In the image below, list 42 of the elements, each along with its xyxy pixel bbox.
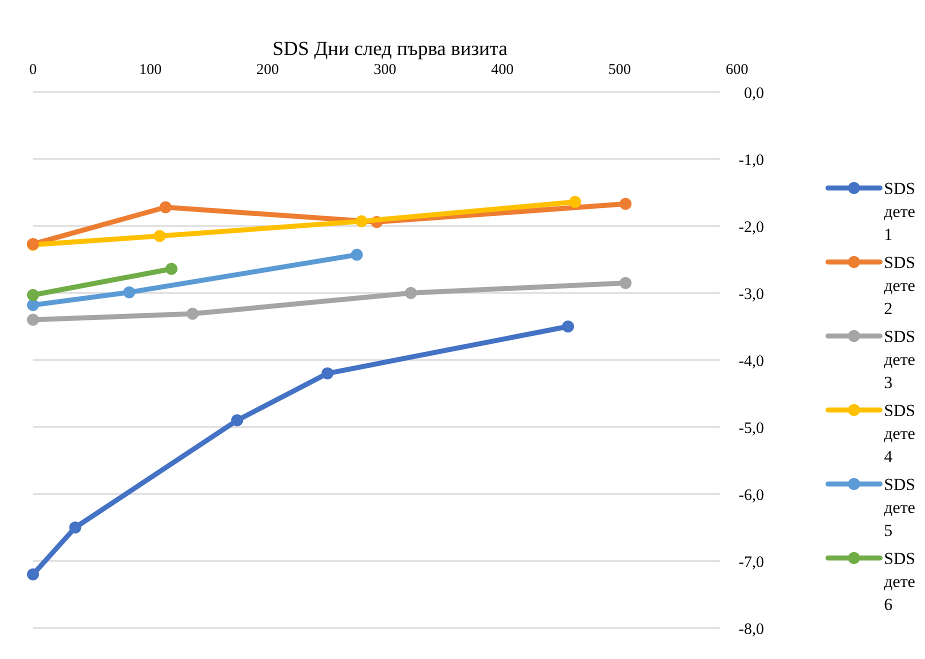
legend-label: SDS дете 6 bbox=[884, 549, 916, 614]
y-tick-label: -2,0 bbox=[738, 219, 764, 236]
x-tick-label: 400 bbox=[491, 62, 514, 78]
x-tick-label: 500 bbox=[608, 62, 631, 78]
legend-label: SDS дете 4 bbox=[884, 401, 916, 466]
point bbox=[186, 308, 199, 320]
point bbox=[123, 286, 136, 298]
point bbox=[231, 414, 244, 426]
legend-label: SDS дете 5 bbox=[884, 475, 916, 540]
point bbox=[356, 215, 368, 228]
point bbox=[69, 522, 82, 534]
y-tick-label: -4,0 bbox=[738, 353, 764, 370]
point bbox=[27, 568, 39, 580]
y-tick-label: -5,0 bbox=[738, 420, 764, 437]
point bbox=[620, 198, 632, 210]
chart-title: SDS Дни след първа визита bbox=[272, 38, 508, 60]
point bbox=[404, 287, 417, 299]
x-tick-label: 600 bbox=[726, 62, 748, 78]
point bbox=[165, 262, 178, 275]
point bbox=[620, 276, 632, 289]
x-tick-label: 200 bbox=[256, 62, 279, 78]
point bbox=[27, 289, 39, 302]
y-tick-label: -3,0 bbox=[738, 286, 764, 303]
x-tick-label: 300 bbox=[374, 62, 396, 78]
legend-label: SDS дете 3 bbox=[884, 327, 916, 392]
point bbox=[27, 314, 39, 326]
point bbox=[160, 201, 172, 214]
point bbox=[154, 230, 166, 242]
point bbox=[562, 320, 574, 332]
y-tick-label: 0,0 bbox=[744, 85, 764, 102]
point bbox=[569, 196, 582, 208]
y-tick-label: -8,0 bbox=[738, 621, 764, 638]
point bbox=[27, 299, 39, 312]
point bbox=[350, 248, 363, 261]
legend-label: SDS дете 2 bbox=[884, 253, 916, 318]
x-tick-label: 0 bbox=[29, 62, 37, 78]
y-tick-label: -7,0 bbox=[738, 554, 764, 571]
legend-label: SDS дете 1 bbox=[884, 179, 916, 244]
y-tick-label: -6,0 bbox=[738, 487, 764, 504]
point bbox=[322, 367, 334, 380]
x-tick-label: 100 bbox=[139, 62, 162, 78]
y-tick-label: -1,0 bbox=[738, 152, 764, 169]
